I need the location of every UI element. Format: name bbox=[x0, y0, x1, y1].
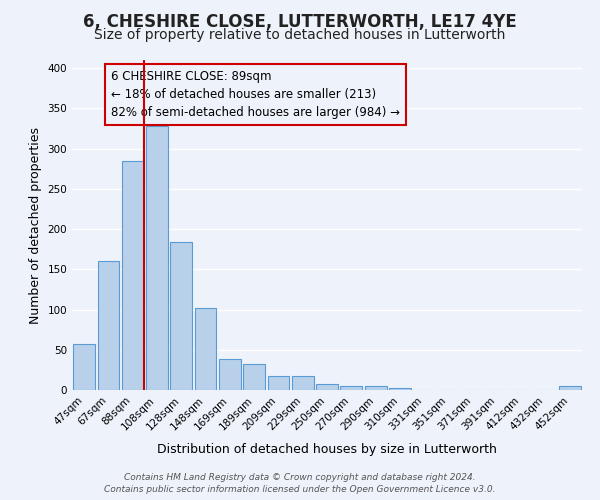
Bar bbox=[194, 308, 217, 390]
Bar bbox=[219, 360, 241, 390]
Bar bbox=[268, 376, 289, 390]
Bar bbox=[97, 261, 119, 390]
Y-axis label: Number of detached properties: Number of detached properties bbox=[29, 126, 42, 324]
Bar bbox=[316, 384, 338, 390]
Bar bbox=[292, 376, 314, 390]
Text: 6 CHESHIRE CLOSE: 89sqm
← 18% of detached houses are smaller (213)
82% of semi-d: 6 CHESHIRE CLOSE: 89sqm ← 18% of detache… bbox=[111, 70, 400, 118]
Bar bbox=[559, 386, 581, 390]
X-axis label: Distribution of detached houses by size in Lutterworth: Distribution of detached houses by size … bbox=[157, 443, 497, 456]
Text: Size of property relative to detached houses in Lutterworth: Size of property relative to detached ho… bbox=[94, 28, 506, 42]
Bar bbox=[146, 126, 168, 390]
Text: 6, CHESHIRE CLOSE, LUTTERWORTH, LE17 4YE: 6, CHESHIRE CLOSE, LUTTERWORTH, LE17 4YE bbox=[83, 12, 517, 30]
Bar bbox=[73, 344, 95, 390]
Bar bbox=[243, 364, 265, 390]
Bar bbox=[122, 162, 143, 390]
Bar bbox=[340, 386, 362, 390]
Text: Contains HM Land Registry data © Crown copyright and database right 2024.
Contai: Contains HM Land Registry data © Crown c… bbox=[104, 472, 496, 494]
Bar bbox=[170, 242, 192, 390]
Bar bbox=[389, 388, 411, 390]
Bar bbox=[365, 386, 386, 390]
